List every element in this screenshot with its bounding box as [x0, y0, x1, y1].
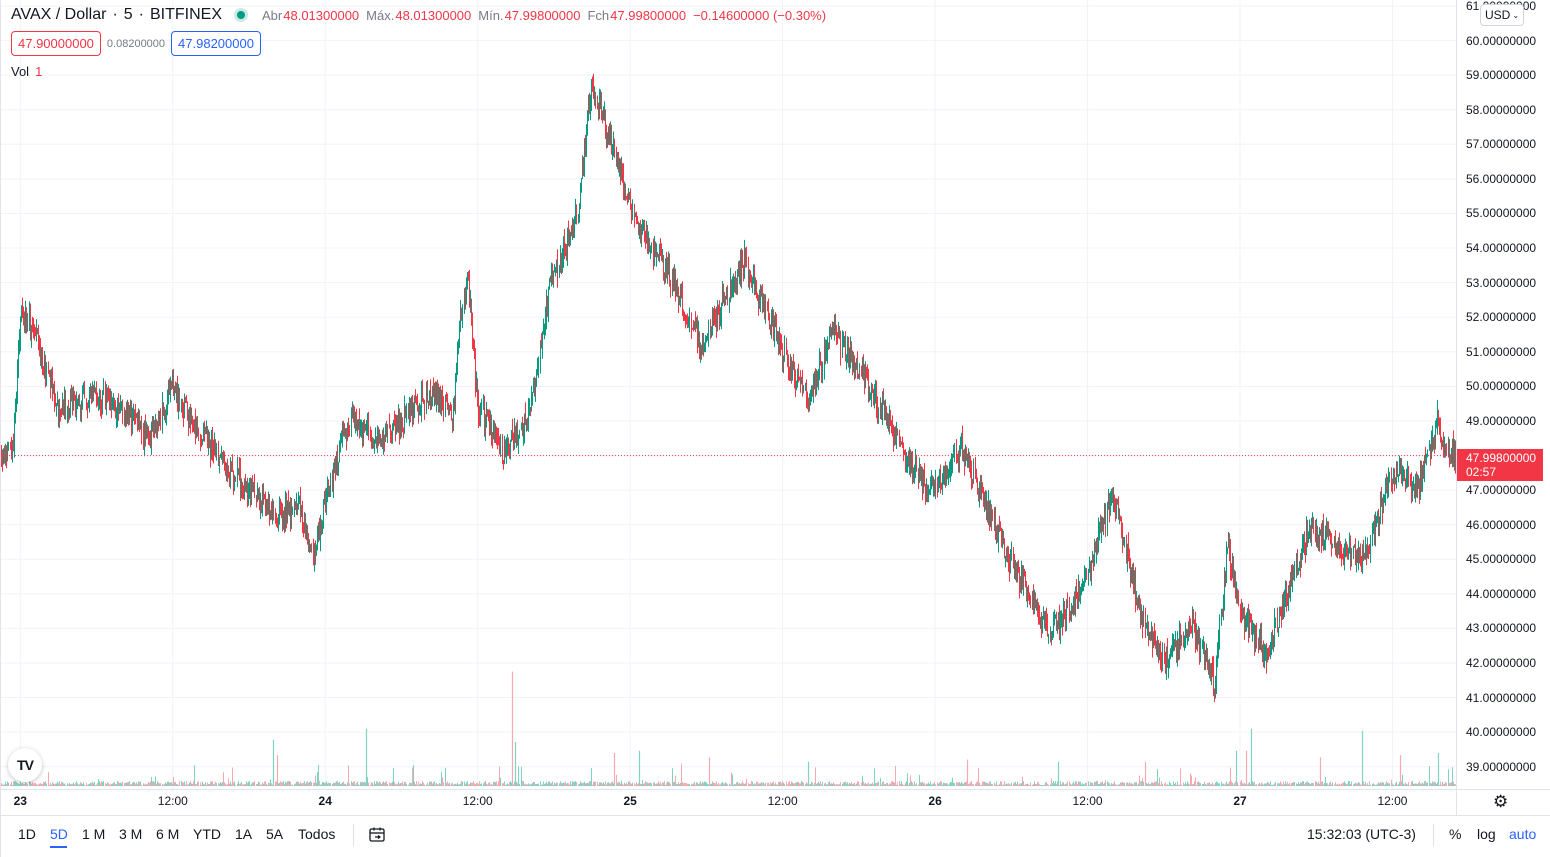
- interval-value[interactable]: 5: [123, 6, 133, 23]
- timeframe-button-5d[interactable]: 5D: [50, 826, 68, 842]
- last-price-value: 47.99800000: [1466, 451, 1537, 465]
- timeframe-button-5a[interactable]: 5A: [266, 826, 284, 842]
- high-value: 48.01300000: [395, 7, 472, 23]
- time-axis-label: 23: [13, 794, 27, 808]
- price-scale-label: 54.00000000: [1466, 241, 1537, 256]
- exchange-separator: ·: [138, 6, 144, 23]
- timeframe-button-1m[interactable]: 1 M: [82, 826, 106, 842]
- ohlc-values: Abr 48.01300000 Máx. 48.01300000 Mín. 47…: [262, 8, 833, 23]
- price-scale-label: 49.00000000: [1466, 413, 1537, 428]
- open-label: Abr: [262, 7, 283, 23]
- price-scale-label: 42.00000000: [1466, 655, 1537, 670]
- time-axis-label: 12:00: [767, 794, 798, 808]
- time-axis-label: 12:00: [157, 794, 188, 808]
- currency-label: USD: [1484, 8, 1511, 22]
- active-timeframe-underline: [50, 846, 67, 848]
- chart-pane[interactable]: [0, 0, 1457, 790]
- low-value: 47.99800000: [504, 7, 581, 23]
- volume-value: 1: [35, 64, 43, 79]
- price-scale-label: 46.00000000: [1466, 517, 1537, 532]
- change-value: −0.14600000 (−0.30%): [693, 7, 827, 23]
- time-axis-label: 12:00: [462, 794, 493, 808]
- chevron-down-icon: ⌄: [1512, 10, 1520, 20]
- time-axis-label: 26: [928, 794, 942, 808]
- buy-price-button[interactable]: 47.98200000: [171, 31, 261, 56]
- toolbar-separator: [1433, 824, 1434, 846]
- price-scale-label: 40.00000000: [1466, 725, 1537, 740]
- auto-scale-button[interactable]: auto: [1509, 826, 1537, 842]
- time-axis-label: 12:00: [1072, 794, 1103, 808]
- timeframe-button-3m[interactable]: 3 M: [119, 826, 143, 842]
- price-scale-label: 53.00000000: [1466, 275, 1537, 290]
- volume-legend: Vol 1: [11, 64, 42, 79]
- log-scale-button[interactable]: log: [1477, 826, 1496, 842]
- tradingview-logo-icon[interactable]: TV: [8, 748, 42, 782]
- price-scale-label: 41.00000000: [1466, 690, 1537, 705]
- price-scale-label: 52.00000000: [1466, 310, 1537, 325]
- price-scale-label: 45.00000000: [1466, 552, 1537, 567]
- symbol-name[interactable]: AVAX / Dollar: [11, 6, 107, 23]
- price-scale-label: 55.00000000: [1466, 206, 1537, 221]
- open-value: 48.01300000: [283, 7, 360, 23]
- last-price-tag: 47.99800000 02:57: [1457, 449, 1543, 481]
- clock-timezone[interactable]: 15:32:03 (UTC-3): [1307, 826, 1416, 842]
- interval-separator: ·: [112, 6, 118, 23]
- timeframe-button-todos[interactable]: Todos: [298, 826, 336, 842]
- timeframe-button-1d[interactable]: 1D: [18, 826, 36, 842]
- price-scale-label: 50.00000000: [1466, 379, 1537, 394]
- price-scale-label: 47.00000000: [1466, 483, 1537, 498]
- price-scale-label: 58.00000000: [1466, 102, 1537, 117]
- price-scale-label: 39.00000000: [1466, 759, 1537, 774]
- time-axis-label: 25: [623, 794, 637, 808]
- price-scale-label: 51.00000000: [1466, 344, 1537, 359]
- sell-price-button[interactable]: 47.90000000: [11, 31, 101, 56]
- price-scale-label: 44.00000000: [1466, 586, 1537, 601]
- price-scale-label: 57.00000000: [1466, 137, 1537, 152]
- time-axis-label: 27: [1233, 794, 1247, 808]
- time-axis-divider: [0, 789, 1550, 790]
- close-label: Fch: [587, 7, 610, 23]
- bar-countdown: 02:57: [1466, 465, 1497, 479]
- toolbar-separator: [353, 824, 354, 846]
- market-status-icon[interactable]: [234, 8, 249, 22]
- price-scale-label: 60.00000000: [1466, 33, 1537, 48]
- price-scale-label: 56.00000000: [1466, 171, 1537, 186]
- time-axis-label: 12:00: [1377, 794, 1408, 808]
- volume-label: Vol: [11, 64, 30, 79]
- chart-legend: AVAX / Dollar · 5 · BITFINEX Abr 48.0130…: [11, 5, 833, 25]
- time-axis-label: 24: [318, 794, 332, 808]
- percent-scale-button[interactable]: %: [1449, 826, 1462, 842]
- price-scale-label: 43.00000000: [1466, 621, 1537, 636]
- frame-left-border: [0, 0, 1, 857]
- exchange-name: BITFINEX: [150, 6, 223, 23]
- price-scale-label: 59.00000000: [1466, 68, 1537, 83]
- price-scale-divider: [1456, 0, 1457, 815]
- date-range-icon[interactable]: [368, 826, 386, 849]
- gear-icon[interactable]: ⚙: [1493, 792, 1509, 811]
- bid-ask-row: 47.90000000 0.08200000 47.98200000: [11, 31, 261, 56]
- spread-value: 0.08200000: [106, 37, 166, 50]
- timeframe-button-ytd[interactable]: YTD: [193, 826, 221, 842]
- candlestick-chart[interactable]: [0, 0, 1457, 790]
- low-label: Mín.: [478, 7, 504, 23]
- close-value: 47.99800000: [610, 7, 687, 23]
- high-label: Máx.: [366, 7, 395, 23]
- timeframe-button-1a[interactable]: 1A: [235, 826, 253, 842]
- timeframe-button-6m[interactable]: 6 M: [156, 826, 180, 842]
- toolbar-divider: [0, 815, 1550, 816]
- currency-selector[interactable]: USD ⌄: [1480, 4, 1524, 26]
